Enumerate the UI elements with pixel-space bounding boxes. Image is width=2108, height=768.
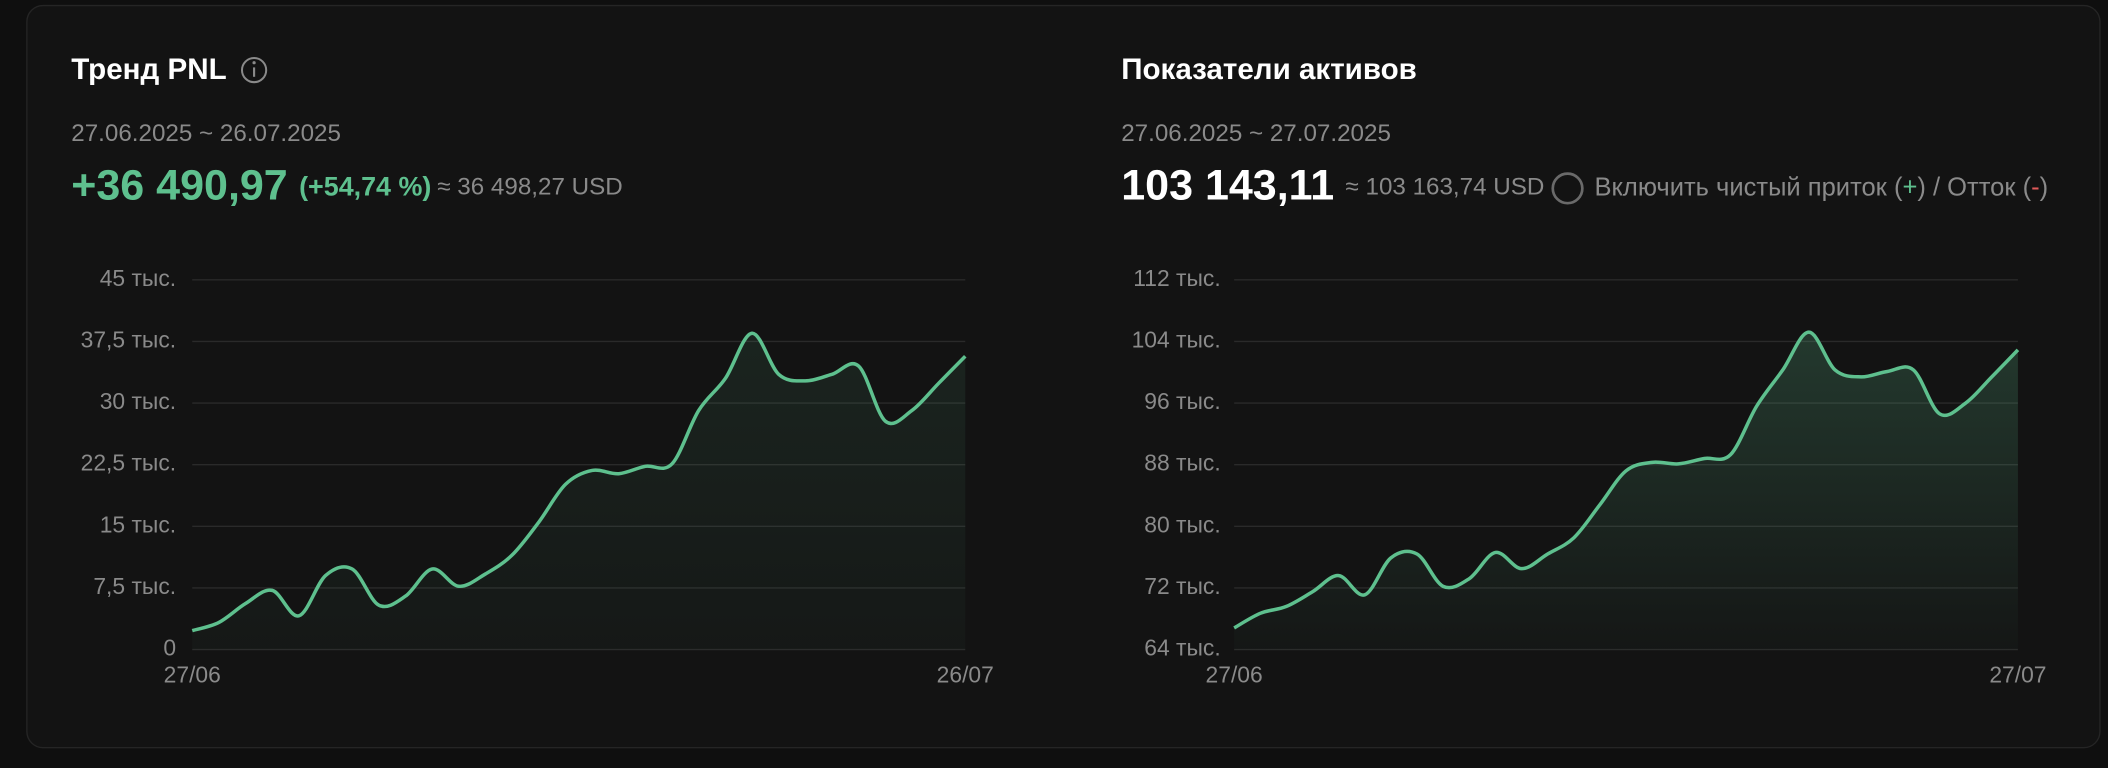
toggle-label[interactable]: Включить чистый приток (+) / Отток (-) xyxy=(1594,173,2048,201)
x-tick-label: 27/07 xyxy=(1989,661,2046,687)
summary: 103 143,11 ≈ 103 163,74 USD xyxy=(1121,162,1544,210)
y-tick-label: 7,5 тыс. xyxy=(93,573,176,599)
pnl-converted: ≈ 36 498,27 USD xyxy=(437,174,622,201)
y-tick-label: 96 тыс. xyxy=(1144,388,1220,414)
y-tick-label: 80 тыс. xyxy=(1144,511,1220,537)
info-icon[interactable] xyxy=(240,56,268,84)
y-tick-label: 30 тыс. xyxy=(100,388,176,414)
y-tick-label: 64 тыс. xyxy=(1144,635,1220,661)
x-tick-label: 27/06 xyxy=(1206,661,1263,687)
toggle-text: Включить чистый приток ( xyxy=(1594,173,1903,201)
y-tick-label: 0 xyxy=(163,635,176,661)
area-fill xyxy=(192,333,966,650)
date-range: 27.06.2025 ~ 26.07.2025 xyxy=(71,120,341,147)
y-tick-label: 72 тыс. xyxy=(1144,573,1220,599)
x-tick-label: 27/06 xyxy=(164,661,221,687)
pnl-value: +36 490,97 xyxy=(71,162,288,210)
y-tick-label: 45 тыс. xyxy=(100,265,176,291)
chart-title: Тренд PNL xyxy=(71,53,226,86)
line xyxy=(1233,330,2020,630)
inflow-sign: + xyxy=(1902,173,1917,201)
y-tick-label: 37,5 тыс. xyxy=(81,326,176,352)
toggle-text: ) xyxy=(2040,173,2049,201)
asset-converted: ≈ 103 163,74 USD xyxy=(1346,174,1545,201)
toggle-text: ) / Отток ( xyxy=(1917,173,2031,201)
summary: +36 490,97 (+54,74 %) ≈ 36 498,27 USD xyxy=(71,162,622,210)
line xyxy=(191,331,967,633)
pnl-change: (+54,74 %) xyxy=(299,171,431,201)
date-range: 27.06.2025 ~ 27.07.2025 xyxy=(1121,120,1391,147)
y-tick-label: 15 тыс. xyxy=(100,511,176,537)
chart-title: Показатели активов xyxy=(1121,53,1417,86)
outflow-sign: - xyxy=(2031,173,2040,201)
y-tick-label: 112 тыс. xyxy=(1133,265,1220,291)
y-tick-label: 22,5 тыс. xyxy=(81,450,176,476)
y-tick-label: 88 тыс. xyxy=(1144,450,1220,476)
toggle-radio[interactable] xyxy=(1551,172,1584,205)
x-tick-label: 26/07 xyxy=(937,661,994,687)
area-fill xyxy=(1234,332,2018,650)
y-tick-label: 104 тыс. xyxy=(1132,326,1221,352)
asset-value: 103 143,11 xyxy=(1121,162,1334,210)
